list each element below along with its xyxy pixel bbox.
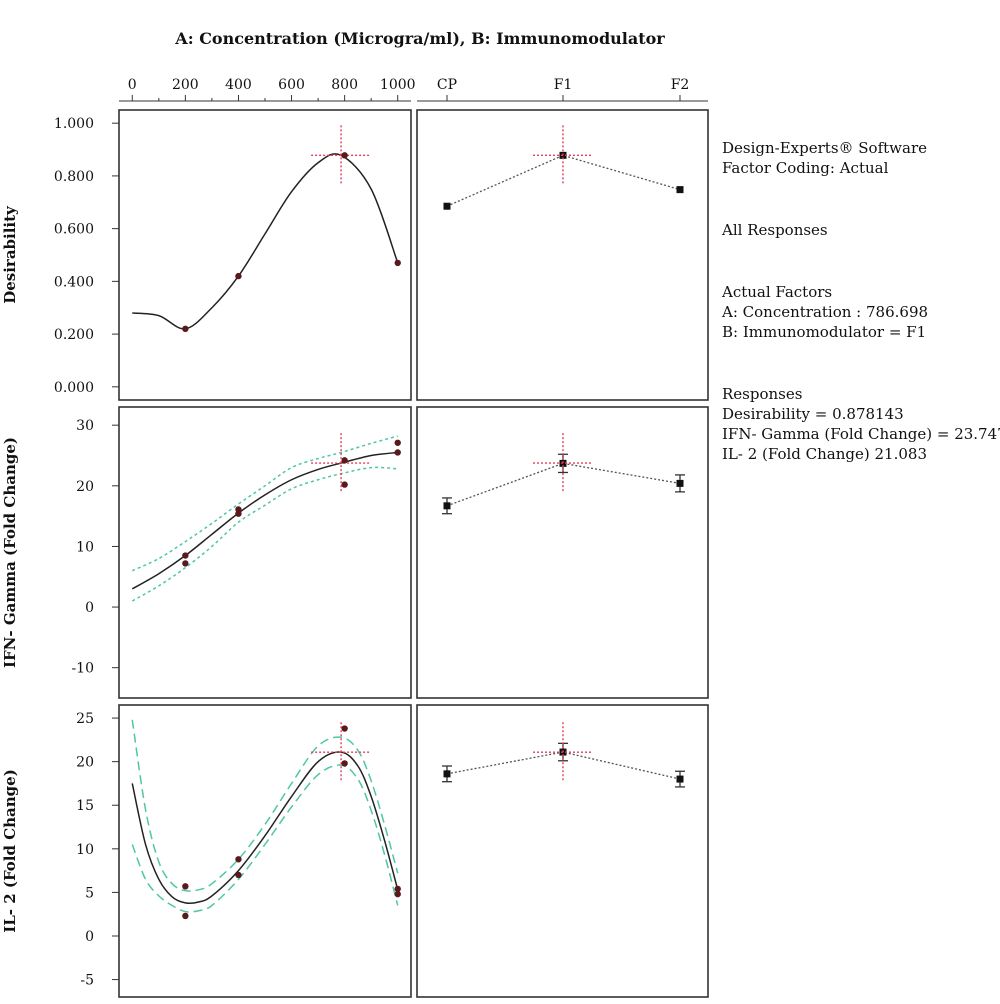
y-tick-label: 5 — [85, 885, 94, 901]
panel-frame-numeric — [118, 704, 412, 998]
top-axis-tick-label: 800 — [331, 77, 358, 93]
categorical-point — [676, 775, 684, 783]
y-tick-label: 15 — [76, 798, 94, 814]
categorical-point — [443, 502, 451, 510]
lower-ci-line — [131, 466, 398, 602]
design-point — [394, 449, 401, 456]
panel-frame-categorical — [416, 704, 709, 998]
top-axis-tick-label: F2 — [671, 77, 690, 93]
y-axis-label: Desirability — [1, 205, 19, 304]
panel-frame-numeric — [118, 406, 412, 699]
design-point — [182, 912, 189, 920]
upper-ci-line — [131, 719, 399, 892]
top-axis-tick-label: 0 — [128, 77, 137, 93]
actual-factors-heading: Actual Factors — [722, 283, 833, 301]
y-tick-label: 1.000 — [54, 116, 94, 132]
fitted-curve — [131, 751, 399, 905]
y-tick-label: 0.400 — [54, 274, 94, 290]
fitted-curve — [132, 153, 399, 330]
design-point — [341, 152, 348, 159]
design-point — [394, 259, 401, 267]
design-point — [182, 325, 189, 333]
design-point — [235, 856, 242, 863]
design-point — [235, 871, 242, 879]
panel-frame-numeric — [118, 109, 412, 401]
y-tick-label: 0 — [85, 929, 94, 945]
categorical-line — [446, 462, 681, 507]
design-point — [235, 272, 242, 280]
y-tick-label: 0 — [85, 600, 94, 616]
categorical-point — [676, 479, 684, 487]
response-ifn-gamma: IFN- Gamma (Fold Change) = 23.7474 — [722, 425, 1000, 443]
y-tick-label: 20 — [76, 479, 94, 495]
top-axis-tick-label: 1000 — [380, 77, 416, 93]
panel-frame-categorical — [416, 406, 709, 699]
design-point — [341, 760, 348, 767]
y-tick-label: -5 — [80, 973, 94, 989]
factor-a-value: A: Concentration : 786.698 — [722, 303, 929, 321]
design-point — [182, 883, 189, 890]
design-point — [235, 510, 242, 517]
fitted-curve — [131, 451, 398, 590]
design-point — [394, 439, 401, 446]
responses-heading: Responses — [722, 385, 803, 403]
figure-title: A: Concentration (Microgra/ml), B: Immun… — [174, 29, 665, 48]
top-axis-tick-label: 200 — [172, 77, 199, 93]
design-point — [341, 457, 348, 464]
design-point — [341, 481, 348, 488]
y-axis-label: IFN- Gamma (Fold Change) — [1, 437, 19, 668]
software-title: Design-Experts® Software — [722, 139, 927, 157]
response-il2: IL- 2 (Fold Change) 21.083 — [722, 445, 927, 463]
upper-ci-line — [131, 435, 398, 572]
response-desirability: Desirability = 0.878143 — [722, 405, 904, 423]
design-point — [341, 725, 348, 732]
y-tick-label: -10 — [71, 661, 94, 677]
y-tick-label: 25 — [76, 711, 94, 727]
y-axis-label: IL- 2 (Fold Change) — [1, 769, 19, 933]
categorical-point — [443, 770, 451, 778]
lower-ci-line — [131, 764, 399, 913]
y-tick-label: 10 — [76, 539, 94, 555]
numeric-plot-area — [131, 433, 401, 602]
top-axis-tick-label: 400 — [225, 77, 252, 93]
categorical-point — [443, 202, 451, 210]
y-tick-label: 0.200 — [54, 327, 94, 343]
y-tick-label: 0.800 — [54, 169, 94, 185]
factor-coding: Factor Coding: Actual — [722, 159, 889, 177]
factor-b-value: B: Immunomodulator = F1 — [722, 323, 927, 341]
design-point — [182, 560, 189, 567]
design-point — [182, 552, 189, 559]
y-tick-label: 0.000 — [54, 380, 94, 396]
y-tick-label: 30 — [76, 418, 94, 434]
top-axis-tick-label: F1 — [554, 77, 573, 93]
all-responses-heading: All Responses — [722, 221, 828, 239]
design-point — [394, 885, 401, 893]
y-tick-label: 10 — [76, 842, 94, 858]
top-axis-tick-label: 600 — [278, 77, 305, 93]
panel-frame-categorical — [416, 109, 709, 401]
numeric-plot-area — [131, 719, 401, 920]
design-point — [394, 890, 401, 898]
categorical-point — [676, 186, 684, 194]
y-tick-label: 0.600 — [54, 222, 94, 238]
numeric-plot-area — [132, 125, 401, 333]
y-tick-label: 20 — [76, 755, 94, 771]
top-axis-tick-label: CP — [437, 77, 457, 93]
